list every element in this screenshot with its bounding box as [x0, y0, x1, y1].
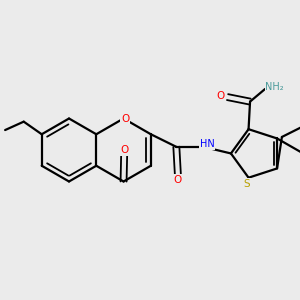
Text: S: S: [244, 179, 250, 189]
Text: HN: HN: [200, 140, 214, 149]
Text: NH₂: NH₂: [265, 82, 284, 92]
Text: O: O: [120, 145, 128, 155]
Text: O: O: [174, 175, 182, 185]
Text: O: O: [217, 91, 225, 100]
Text: O: O: [121, 113, 129, 124]
